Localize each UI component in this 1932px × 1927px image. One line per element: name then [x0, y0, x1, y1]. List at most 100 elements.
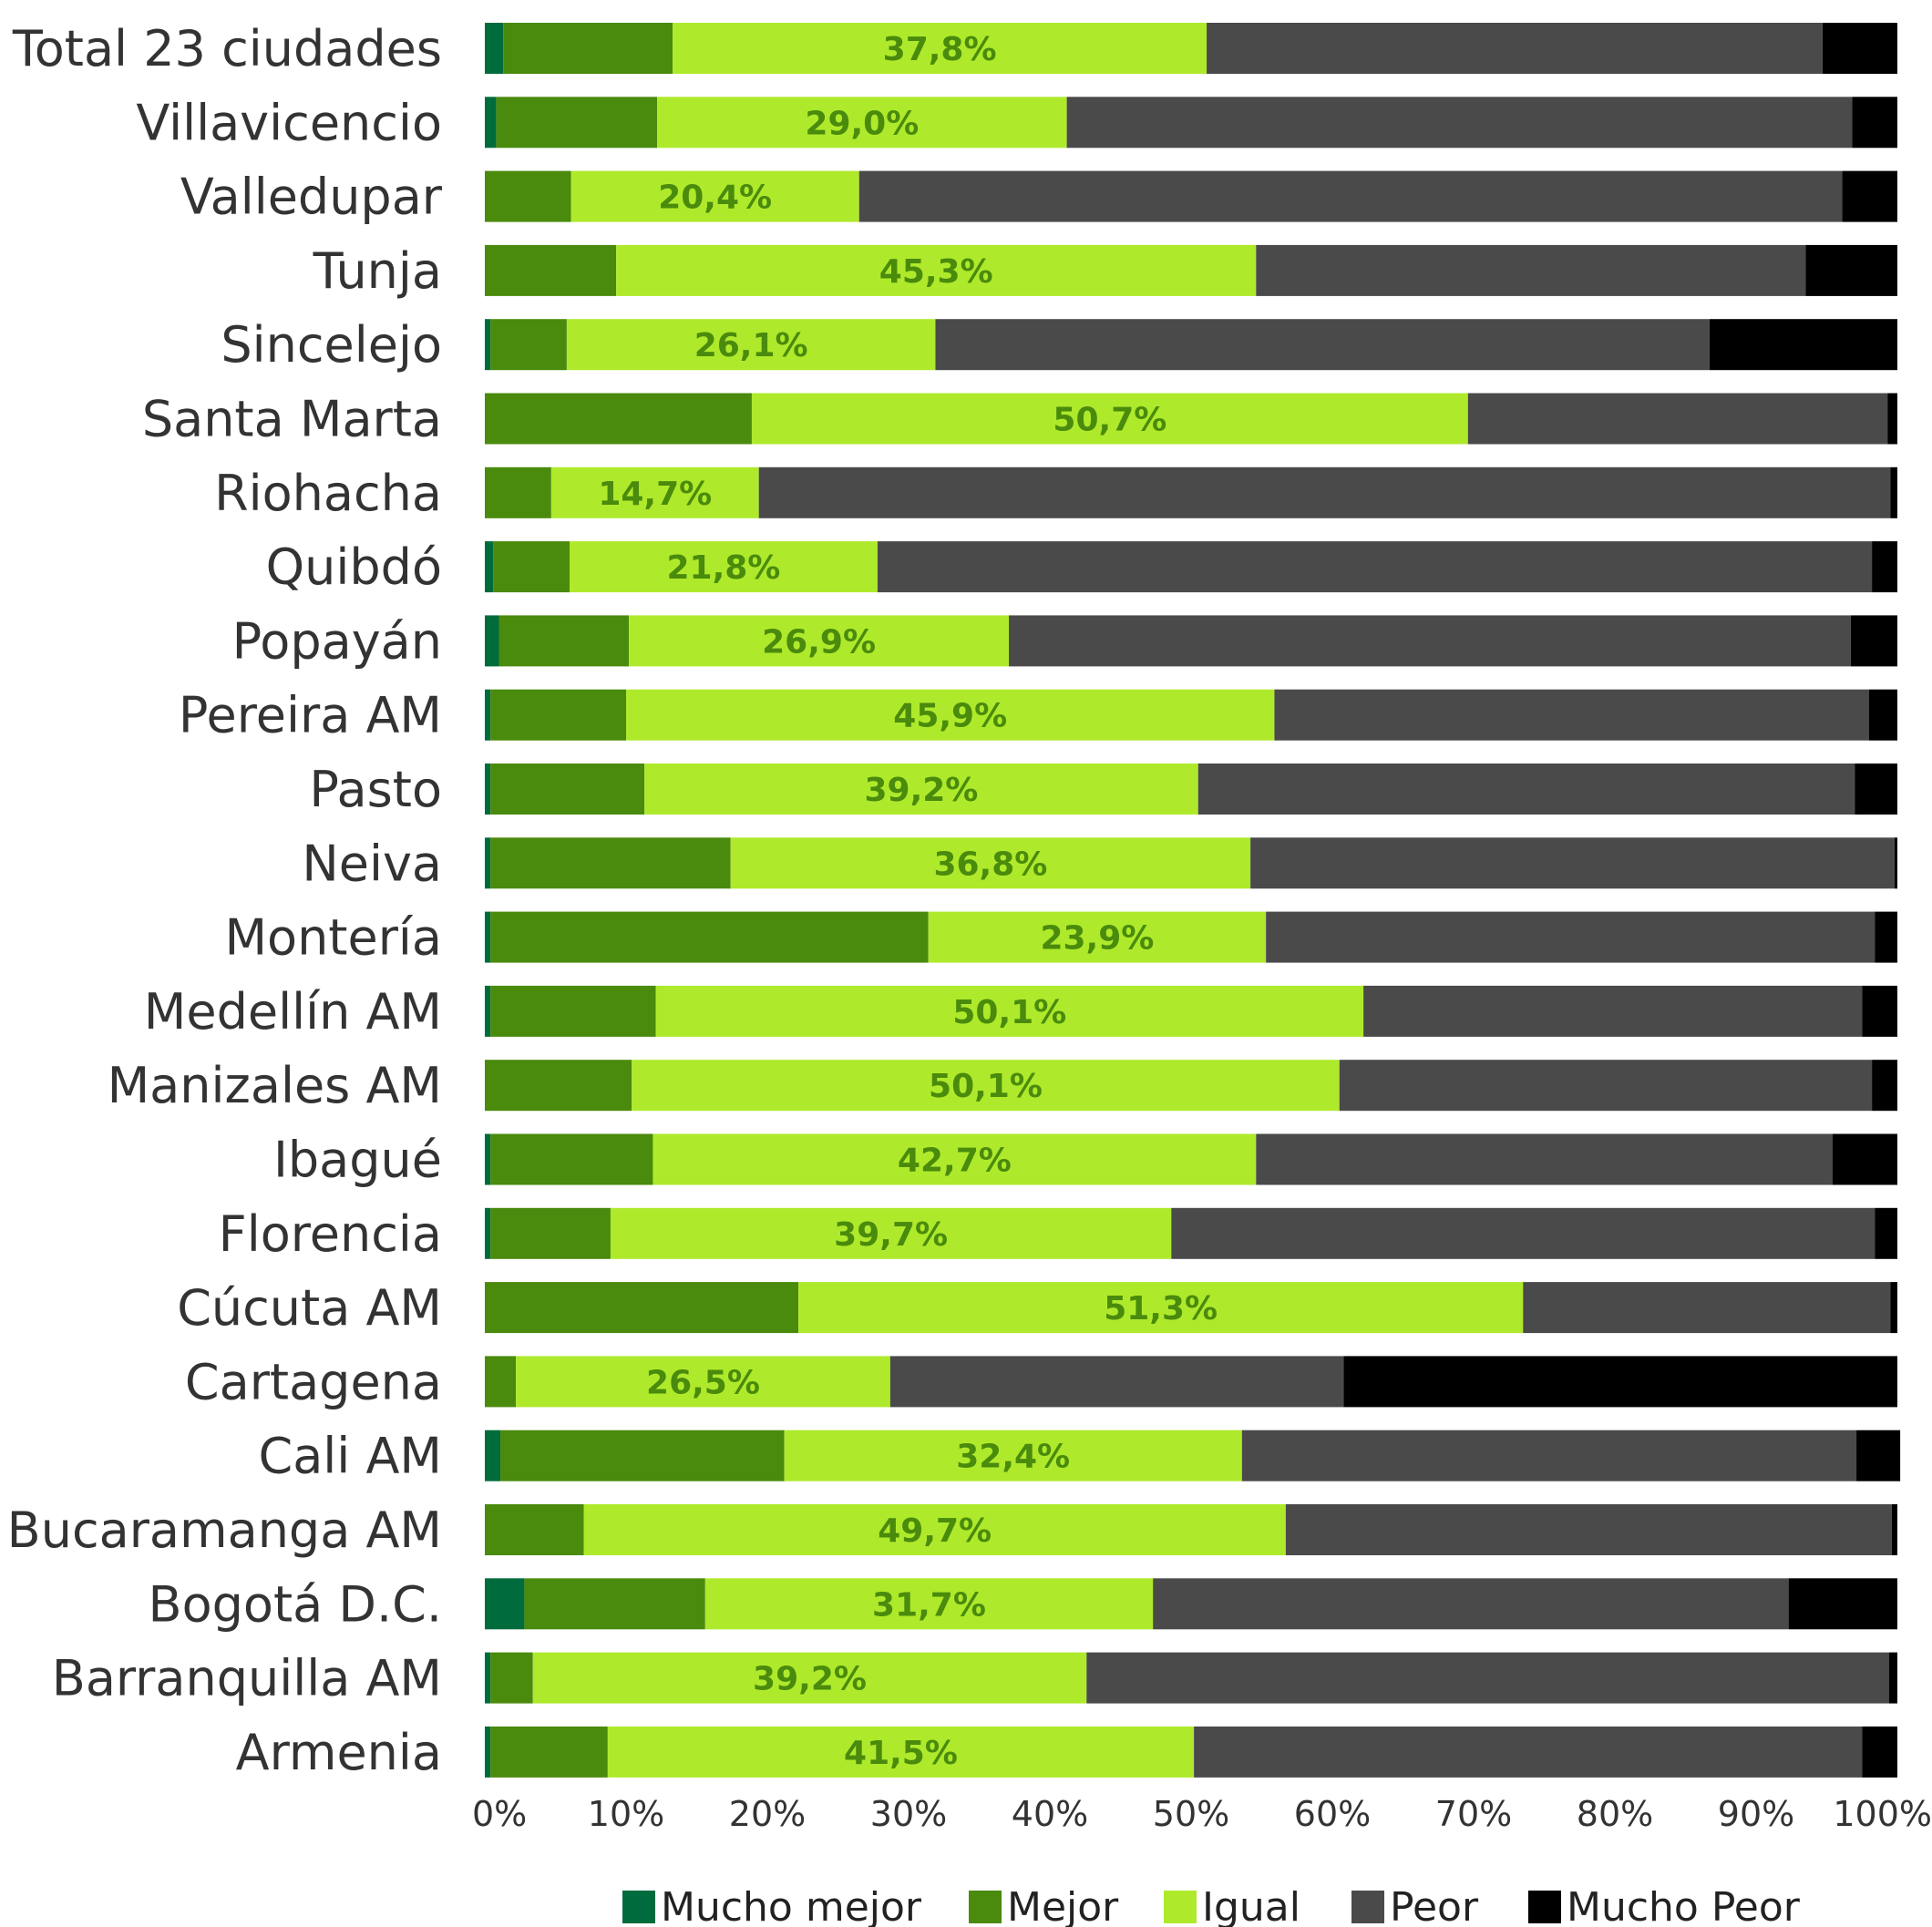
bar-segment — [485, 393, 752, 445]
tick-label: 20% — [729, 1794, 806, 1834]
bar-segment — [1343, 1356, 1897, 1408]
bar-segment — [877, 541, 1873, 593]
bar-segment — [485, 1726, 491, 1778]
x-axis-ticks: 0% 10% 20% 30% 40% 50% 60% 70% 80% 90% 100% — [472, 1794, 1932, 1834]
tick-label: 90% — [1718, 1794, 1794, 1834]
bar-segment — [616, 244, 1257, 296]
bar-segment — [570, 541, 878, 593]
tick-label: 70% — [1435, 1794, 1512, 1834]
bar-segment — [626, 689, 1275, 741]
legend-swatch — [969, 1891, 1002, 1923]
category-label: Florencia — [219, 1205, 442, 1263]
bar-segment — [490, 911, 929, 963]
data-label: 31,7% — [872, 1586, 986, 1624]
data-label: 32,4% — [956, 1439, 1070, 1476]
legend-swatch — [622, 1891, 655, 1923]
bar-segment — [485, 911, 491, 963]
bar-segment — [1894, 837, 1897, 889]
bar-segment — [657, 97, 1067, 149]
bar-segment — [1842, 170, 1897, 222]
bar-segment — [1066, 97, 1853, 149]
data-label: 26,9% — [762, 623, 876, 661]
bar-segment — [490, 764, 645, 815]
bar-segment — [490, 1652, 533, 1704]
category-label: Tunja — [313, 242, 442, 300]
data-label: 14,7% — [598, 476, 712, 513]
bar-segment — [1153, 1578, 1789, 1630]
tick-label: 100% — [1833, 1794, 1932, 1834]
data-label: 45,9% — [893, 698, 1007, 735]
bar-segment — [485, 23, 504, 74]
category-label: Cúcuta AM — [177, 1279, 442, 1337]
category-label: Santa Marta — [142, 391, 442, 448]
bar-segment — [485, 319, 491, 371]
bar-segment — [566, 319, 936, 371]
category-label: Armenia — [236, 1724, 442, 1781]
bar-segment — [784, 1430, 1242, 1481]
category-label: Quibdó — [266, 538, 442, 596]
bar-segment — [673, 23, 1208, 74]
bar-segment — [500, 1430, 785, 1481]
bar-segment — [935, 319, 1710, 371]
bar-segment — [516, 1356, 890, 1408]
bar-segment — [1250, 837, 1895, 889]
bar-segment — [1862, 1726, 1897, 1778]
data-label: 37,8% — [883, 31, 997, 68]
legend-label: Mejor — [1007, 1884, 1119, 1927]
bar-segment — [629, 615, 1010, 667]
bar-segment — [1194, 1726, 1863, 1778]
bar-segment — [655, 985, 1364, 1037]
legend-swatch — [1164, 1891, 1197, 1923]
bar-segment — [1890, 1282, 1897, 1334]
bar-segment — [485, 1430, 501, 1481]
bar-segment — [1852, 97, 1897, 149]
bar-segment — [889, 1356, 1344, 1408]
bar-segment — [485, 615, 499, 667]
bar-segment — [1274, 689, 1869, 741]
bar-segment — [1207, 23, 1823, 74]
bar-segment — [485, 466, 551, 518]
bar-segment — [485, 764, 491, 815]
bar-segment — [1256, 1133, 1833, 1185]
category-labels: Total 23 ciudades Villavicencio Valledupar… — [7, 20, 443, 1781]
legend-label: Mucho mejor — [661, 1884, 922, 1927]
tick-label: 50% — [1153, 1794, 1229, 1834]
bar-segment — [1709, 319, 1897, 371]
bar-segment — [490, 1726, 608, 1778]
data-label: 42,7% — [898, 1143, 1012, 1180]
bar-segment — [485, 244, 617, 296]
legend-label: Igual — [1202, 1884, 1300, 1927]
category-label: Popayán — [232, 612, 442, 670]
legend-label: Peor — [1390, 1884, 1479, 1927]
tick-label: 10% — [588, 1794, 664, 1834]
tick-label: 30% — [870, 1794, 947, 1834]
legend-swatch — [1351, 1891, 1384, 1923]
data-label: 36,8% — [933, 846, 1047, 883]
category-label: Pasto — [309, 761, 442, 818]
bar-segment — [490, 1133, 653, 1185]
bar-segment — [490, 319, 567, 371]
bar-segment — [1285, 1504, 1892, 1555]
bar-segment — [485, 985, 491, 1037]
bar-segment — [653, 1133, 1257, 1185]
category-label: Medellín AM — [144, 983, 442, 1040]
bar-segment — [1855, 764, 1897, 815]
bar-segment — [928, 911, 1267, 963]
data-label: 50,1% — [952, 994, 1066, 1031]
bar-segment — [1266, 911, 1875, 963]
bar-segment — [498, 615, 630, 667]
category-label: Neiva — [302, 835, 442, 892]
bar-segment — [1086, 1652, 1889, 1704]
bar-segment — [1171, 1207, 1875, 1259]
category-label: Barranquilla AM — [52, 1650, 442, 1707]
data-label: 51,3% — [1104, 1290, 1218, 1327]
category-label: Pereira AM — [179, 687, 442, 744]
bar-segment — [607, 1726, 1195, 1778]
tick-label: 0% — [472, 1794, 527, 1834]
data-label: 50,7% — [1053, 402, 1166, 439]
bar-segment — [1850, 615, 1897, 667]
bar-segment — [1872, 1060, 1897, 1112]
bar-segment — [1869, 689, 1897, 741]
bar-segment — [1339, 1060, 1873, 1112]
category-label: Montería — [224, 909, 442, 967]
